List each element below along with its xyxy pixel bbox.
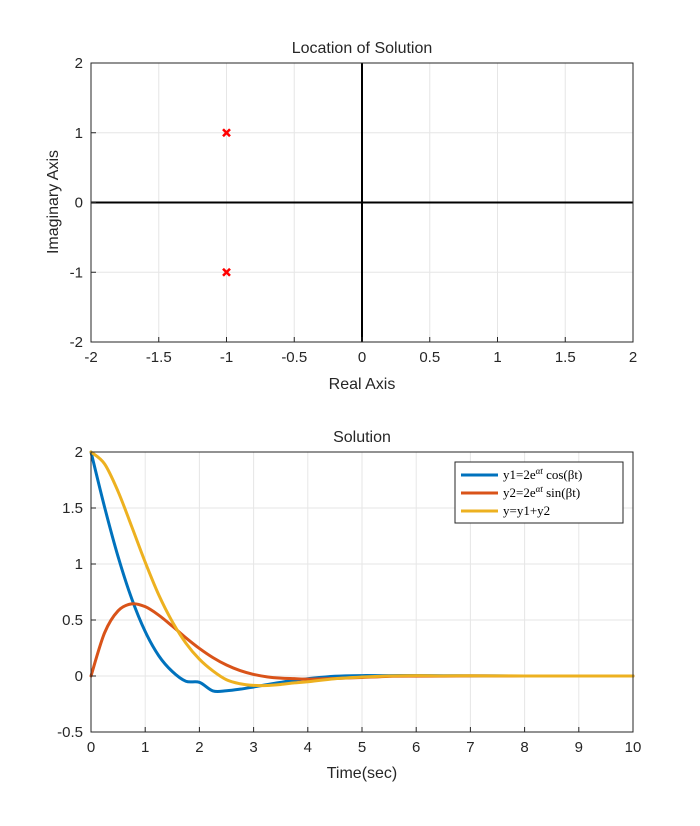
x-tick-label: 2 — [195, 739, 203, 756]
x-tick-label: 9 — [575, 739, 583, 756]
pole-plot-axes: -2 -1.5 -1 -0.5 0 0.5 1 1.5 2 -2 -1 0 1 2 Location of… — [45, 40, 637, 393]
x-tick-label: 0.5 — [419, 349, 440, 366]
y-tick-label: 2 — [75, 444, 83, 461]
y-tick-label: -2 — [70, 334, 83, 351]
x-tick-label: -0.5 — [281, 349, 307, 366]
pole-plot-xlabel: Real Axis — [329, 376, 396, 393]
x-tick-label: 0 — [358, 349, 366, 366]
pole-plot-title: Location of Solution — [292, 40, 433, 57]
solution-legend: y1=2eαt cos(βt) y2=2eαt sin(βt) y=y1+y2 — [454, 461, 624, 524]
pole-marker-stroke — [222, 267, 231, 277]
x-tick-label: 2 — [629, 349, 637, 366]
y-tick-label: 1 — [75, 125, 83, 142]
y-tick-label: 1.5 — [62, 500, 83, 517]
solution-plot-title: Solution — [333, 429, 391, 446]
series-line-3 — [89, 450, 635, 688]
y-tick-label: -0.5 — [57, 724, 83, 741]
solution-plot-axes: 0 1 2 3 4 5 6 7 8 9 10-0.500.511.52 Solution Time(… — [57, 429, 641, 782]
legend-label: y=y1+y2 — [503, 503, 550, 518]
legend-items: y1=2eαt cos(βt) y2=2eαt sin(βt) y=y1+y2 — [461, 466, 582, 518]
pole-marker-stroke — [222, 128, 231, 138]
pole-plot-markers — [222, 128, 231, 277]
legend-label: y2=2eαt sin(βt) — [503, 484, 580, 500]
solution-plot-xlabel: Time(sec) — [327, 765, 398, 782]
y-tick-label: -1 — [70, 264, 83, 281]
solution-plot-ticks: 0 1 2 3 4 5 6 7 8 9 10-0.500.511.52 — [57, 444, 641, 756]
x-tick-label: 1.5 — [555, 349, 576, 366]
x-tick-label: 1 — [493, 349, 501, 366]
solution-plot-lines — [89, 450, 635, 694]
x-tick-label: 8 — [520, 739, 528, 756]
pole-marker — [222, 267, 231, 277]
legend-label: y1=2eαt cos(βt) — [503, 466, 582, 482]
x-tick-label: 6 — [412, 739, 420, 756]
y-tick-label: 1 — [75, 556, 83, 573]
x-tick-label: 10 — [625, 739, 642, 756]
x-tick-label: 4 — [304, 739, 312, 756]
y-tick-label: 0 — [75, 668, 83, 685]
y-tick-label: 0 — [75, 195, 83, 212]
y-tick-label: 0.5 — [62, 612, 83, 629]
x-tick-label: 3 — [249, 739, 257, 756]
x-tick-label: 0 — [87, 739, 95, 756]
x-tick-label: -1.5 — [146, 349, 172, 366]
y-tick-label: 2 — [75, 55, 83, 72]
x-tick-label: 1 — [141, 739, 149, 756]
x-tick-label: -1 — [220, 349, 233, 366]
x-tick-label: 5 — [358, 739, 366, 756]
pole-plot-ylabel: Imaginary Axis — [45, 150, 62, 254]
pole-marker — [222, 128, 231, 138]
x-tick-label: -2 — [84, 349, 97, 366]
x-tick-label: 7 — [466, 739, 474, 756]
pole-plot-ticks: -2 -1.5 -1 -0.5 0 0.5 1 1.5 2 -2 -1 0 1 2 — [70, 55, 638, 366]
pole-plot-zero-lines — [91, 63, 633, 342]
